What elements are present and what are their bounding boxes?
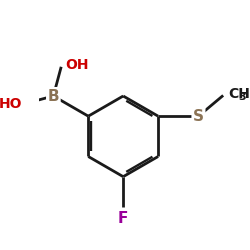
Text: HO: HO xyxy=(0,97,22,111)
Text: OH: OH xyxy=(65,58,89,72)
Text: S: S xyxy=(193,109,204,124)
Text: B: B xyxy=(48,88,59,104)
Text: F: F xyxy=(118,211,128,226)
Text: CH: CH xyxy=(228,88,250,102)
Text: 3: 3 xyxy=(238,92,246,102)
